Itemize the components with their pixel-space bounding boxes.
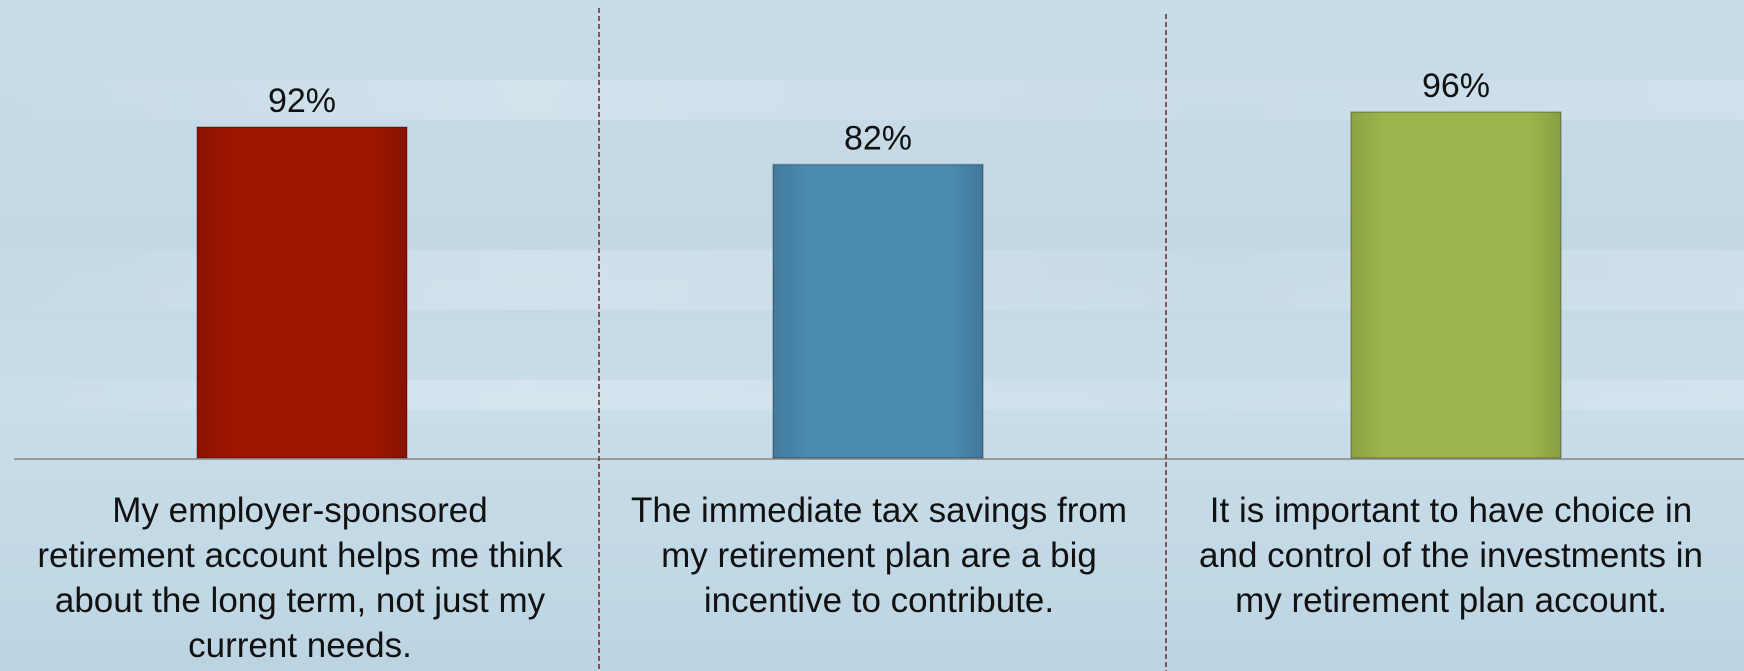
- data-label: 92%: [268, 82, 336, 120]
- bar-shading: [197, 127, 407, 458]
- bar-shading: [1351, 112, 1561, 458]
- bar-shading: [773, 164, 983, 458]
- data-label: 82%: [844, 120, 912, 158]
- category-label: The immediate tax savings from my retire…: [630, 491, 1127, 620]
- category-label: My employer-sponsored retirement account…: [37, 491, 563, 665]
- data-label: 96%: [1422, 67, 1490, 105]
- category-label: It is important to have choice in and co…: [1199, 491, 1703, 620]
